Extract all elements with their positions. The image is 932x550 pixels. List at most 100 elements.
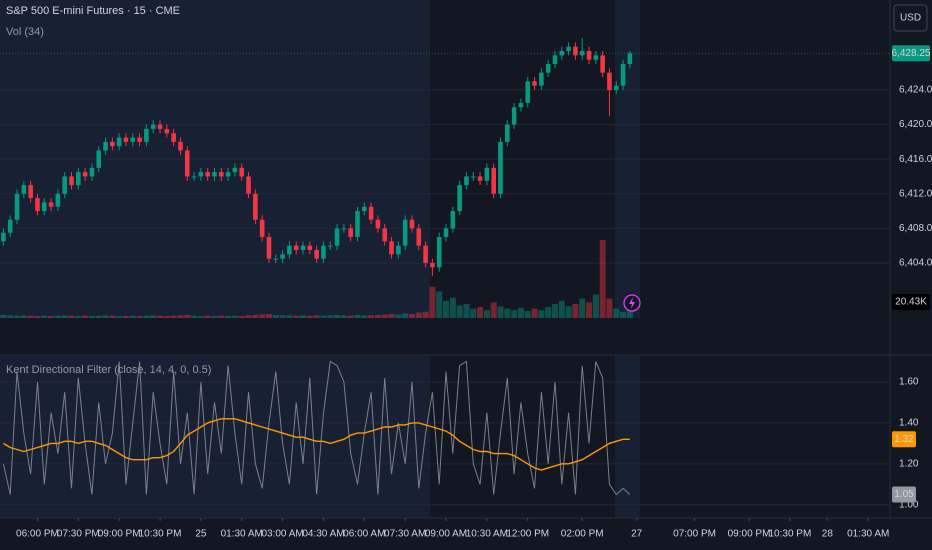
volume-bar [225,316,232,318]
price-label-box [892,45,930,62]
volume-bar [579,298,586,318]
volume-bar [75,316,82,318]
volume-bar [245,315,252,318]
y-tick-label: 6,416.00 [899,154,932,165]
volume-bar [524,310,531,318]
volume-bar [41,315,48,318]
candle-body [613,85,619,90]
y-tick-label: 1.40 [899,418,919,429]
volume-bar [490,302,497,318]
candle-body [498,141,503,194]
candle-body [157,124,163,129]
candle-body [402,219,408,246]
volume-bar [286,315,293,318]
indicator-line [3,418,630,471]
volume-bar [558,300,565,318]
volume-bar [191,315,198,318]
candle-body [287,245,292,255]
volume-bar [511,310,518,318]
volume-bar [279,315,286,318]
y-tick-label: 6,424.00 [899,85,932,96]
volume-bar [415,312,422,318]
candle-body [545,64,551,73]
indicator-title: Kent Directional Filter (close, 14, 4, 0… [6,364,211,376]
volume-bar [82,315,89,318]
candle-body [573,46,578,56]
volume-bar [157,315,164,318]
candle-body [89,167,95,177]
candle-body [239,167,245,177]
x-tick-label: 03:00 AM [261,529,303,540]
volume-bar [14,315,21,318]
candle-body [130,137,136,142]
volume-bar [259,314,266,318]
candle-body [586,51,592,60]
candle-body [382,228,388,242]
volume-bar [204,315,211,318]
candle-body [620,64,626,86]
volume-bar [620,311,627,318]
candle-body [55,193,61,207]
candle-body [470,176,476,178]
candle-body [28,185,33,199]
volume-bar [340,315,347,318]
x-tick-label: 25 [195,529,207,540]
candle-body [423,245,428,263]
volume-bar [429,286,436,318]
volume-bar [443,300,450,318]
candle-body [21,185,27,194]
volume-bar [54,315,61,318]
candle-body [253,193,258,220]
candle-body [293,245,299,251]
volume-bar [211,316,218,318]
candle-body [341,228,347,230]
volume-bar [613,308,620,318]
candle-body [273,258,279,260]
candle-body [246,176,251,194]
candle-body [184,150,190,177]
candle-body [443,228,449,238]
candle-body [607,72,612,90]
candle-body [362,206,367,212]
volume-bar [517,307,524,318]
x-tick-label: 27 [631,529,643,540]
candle-body [1,232,6,242]
x-tick-label: 02:00 PM [561,529,604,540]
x-tick-label: 28 [822,529,834,540]
volume-bar [48,316,55,318]
volume-bar [347,315,354,318]
candle-body [164,128,170,134]
candle-body [491,167,496,194]
x-tick-label: 04:30 AM [302,529,344,540]
volume-bar [129,315,136,318]
candle-body [314,250,319,259]
candle-body [35,198,40,212]
candle-body [259,219,265,238]
currency-button[interactable] [893,4,928,32]
volume-bar [116,316,123,318]
last-value-box [892,431,916,448]
volume-bar [327,315,334,318]
volume-bar [402,313,409,318]
volume-bar [218,315,225,318]
currency[interactable]: USD [900,13,921,24]
volume-bar [320,315,327,318]
candle-body [430,262,435,268]
volume-bar [68,315,75,318]
candle-body [368,206,374,220]
volume-bar [551,303,558,318]
volume-bar [565,306,572,318]
volume-label-box [892,294,930,311]
candle-body [375,219,381,229]
volume-bar [381,314,388,318]
candle-body [416,228,422,246]
candle-body [225,172,231,177]
volume-bar [0,314,7,318]
candle-body [389,241,394,255]
volume-bar [572,303,579,318]
candle-body [123,137,129,142]
volume-bar [408,314,415,318]
volume-bar [449,297,456,318]
candle-body [566,46,571,52]
